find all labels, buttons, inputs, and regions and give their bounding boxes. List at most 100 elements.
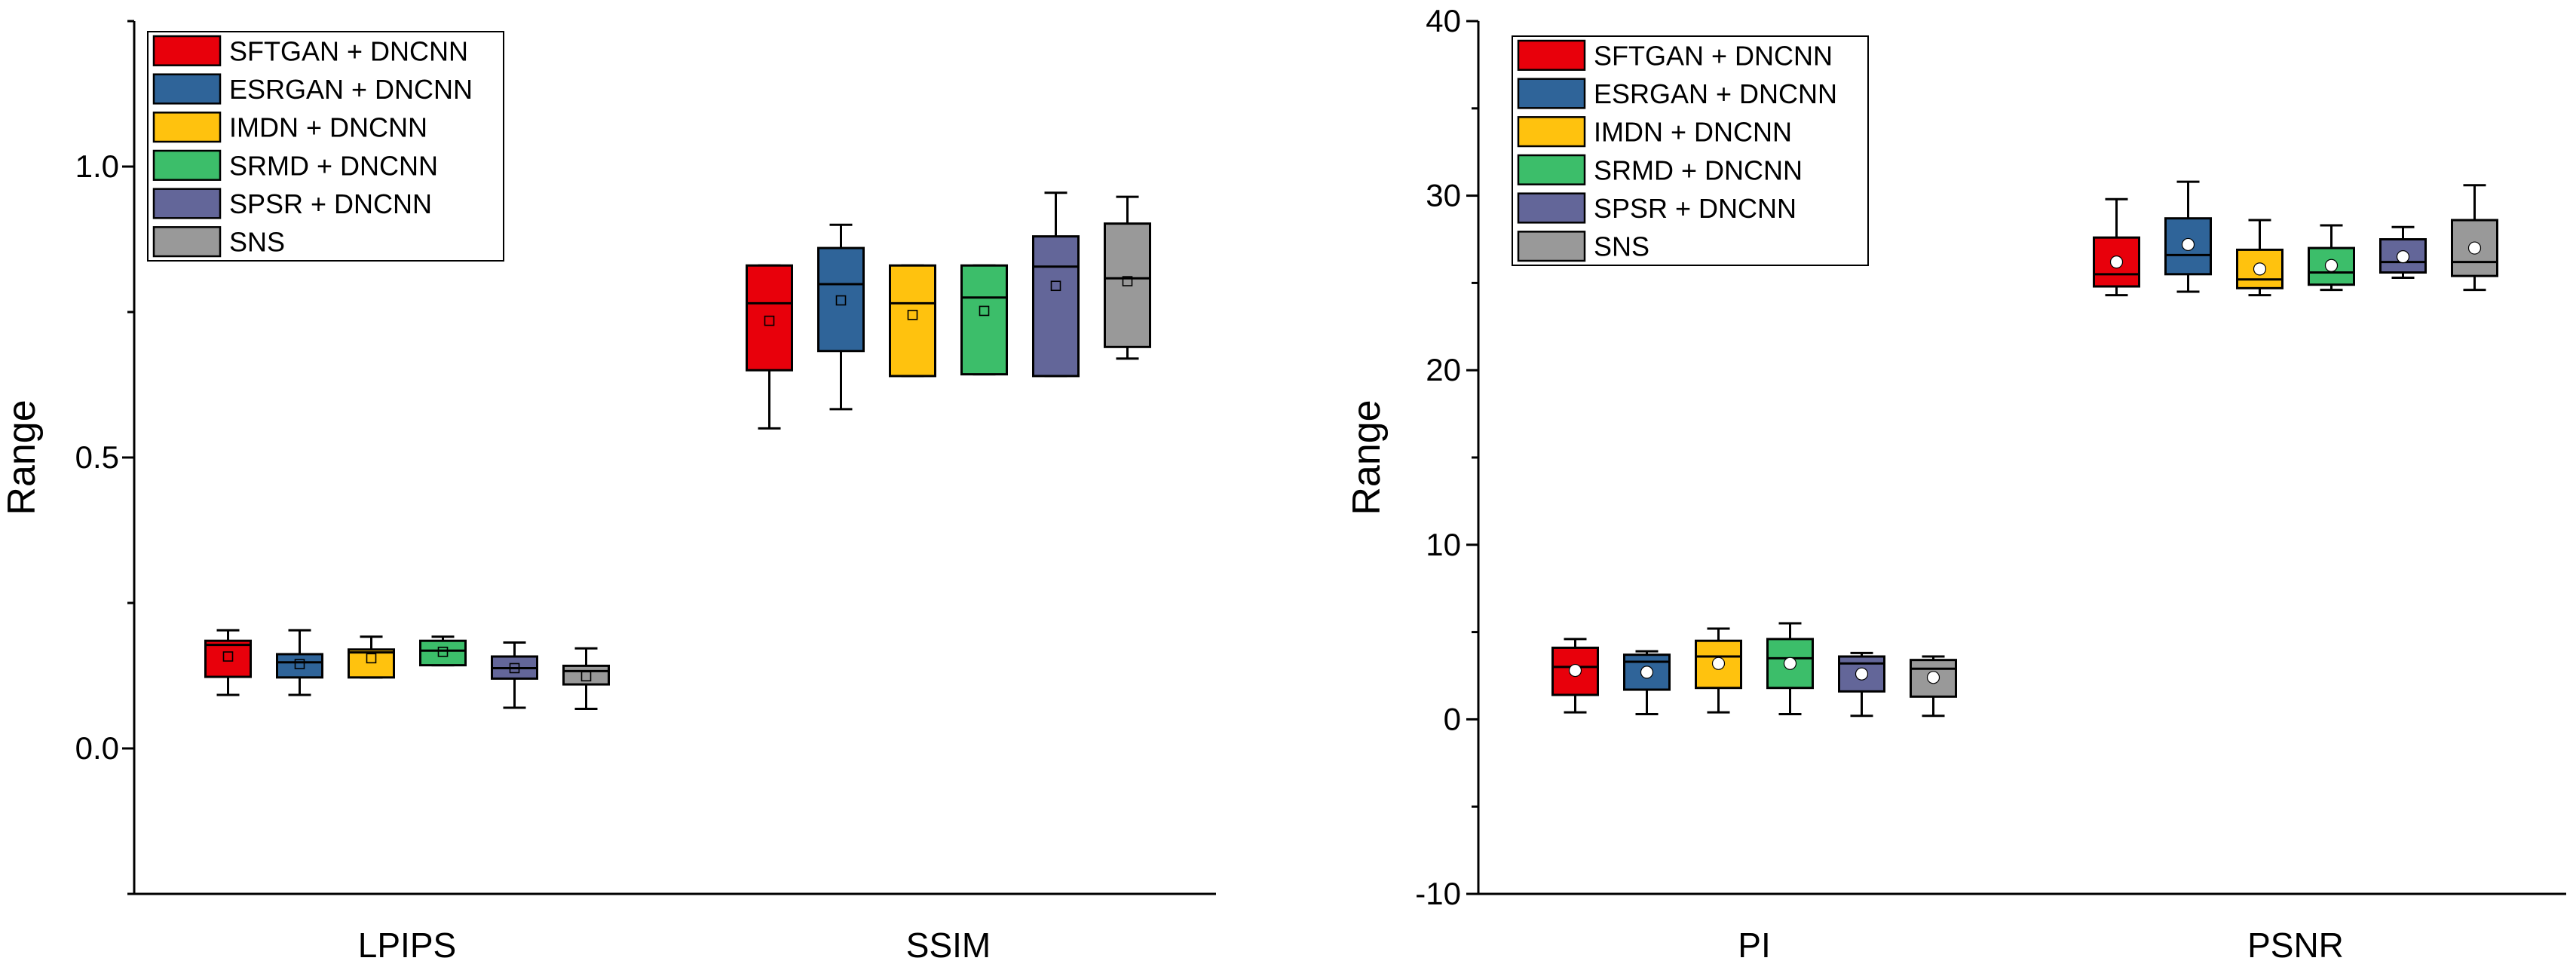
mean-marker	[294, 659, 305, 669]
mean-marker	[580, 671, 592, 682]
box-sftgan-dncnn	[746, 264, 793, 430]
box-iqr	[562, 664, 610, 686]
mean-marker	[2181, 237, 2195, 252]
legend-label: SNS	[229, 227, 285, 258]
mean-marker	[2324, 259, 2339, 272]
legend-label: SRMD + DNCNN	[229, 150, 438, 181]
box-iqr	[1623, 653, 1671, 691]
legend-label: IMDN + DNCNN	[1594, 117, 1792, 148]
legend-swatch	[152, 73, 222, 105]
mean-marker	[2109, 256, 2124, 269]
mean-marker	[764, 315, 775, 326]
box-srmd-dncnn	[1766, 622, 1814, 715]
mean-marker	[1783, 656, 1797, 670]
box-iqr	[204, 639, 252, 678]
legend-swatch	[1517, 231, 1586, 262]
legend-swatch	[1517, 192, 1586, 224]
mean-marker	[835, 295, 847, 306]
legend-label: ESRGAN + DNCNN	[1594, 78, 1837, 109]
y-tick-label: 30	[1426, 178, 1461, 213]
legend: SFTGAN + DNCNN ESRGAN + DNCNN IMDN + DNCNN…	[147, 31, 504, 262]
x-tick-label: LPIPS	[358, 926, 456, 965]
legend-label: SPSR + DNCNN	[229, 188, 432, 219]
legend-label: SFTGAN + DNCNN	[229, 35, 468, 66]
box-srmd-dncnn	[419, 635, 467, 667]
legend-swatch	[152, 149, 222, 181]
y-tick-label: 10	[1426, 527, 1461, 562]
y-axis-label: Range	[1345, 399, 1389, 515]
legend-swatch	[152, 188, 222, 219]
mean-marker	[1122, 276, 1133, 286]
x-tick-label: PI	[1738, 926, 1770, 965]
legend-label: SNS	[1594, 231, 1649, 262]
box-sns	[2451, 184, 2498, 292]
legend-swatch	[1517, 78, 1586, 109]
box-srmd-dncnn	[2308, 224, 2355, 292]
y-tick-label: 0.5	[75, 439, 119, 475]
box-iqr	[746, 264, 793, 372]
mean-marker	[437, 647, 449, 657]
legend-label: SRMD + DNCNN	[1594, 155, 1803, 185]
mean-marker	[1568, 663, 1582, 678]
chart-panel-left: 0.0 0.5 1.0 Range LPIPS SSIM SFTGAN + DNCNN ESR…	[0, 20, 1216, 965]
box-esrgan-dncnn	[2164, 180, 2212, 293]
y-tick-label: 20	[1426, 352, 1461, 387]
box-esrgan-dncnn	[1623, 650, 1671, 715]
box-imdn-dncnn	[2236, 219, 2283, 297]
legend-swatch	[152, 112, 222, 143]
y-tick-label: -10	[1415, 876, 1461, 911]
y-tick-label: 0	[1444, 701, 1461, 736]
box-sns	[1104, 195, 1151, 360]
mean-marker	[2253, 262, 2267, 276]
box-spsr-dncnn	[2379, 225, 2427, 279]
mean-marker	[1926, 671, 1940, 684]
mean-marker	[1711, 656, 1726, 670]
y-tick-label: 40	[1426, 3, 1461, 38]
box-iqr	[960, 264, 1008, 376]
box-esrgan-dncnn	[817, 223, 865, 411]
legend-swatch	[1517, 116, 1586, 148]
box-sns	[1910, 655, 1957, 718]
box-srmd-dncnn	[960, 264, 1008, 376]
box-iqr	[419, 639, 467, 667]
mean-marker	[2396, 250, 2410, 264]
box-sftgan-dncnn	[2093, 197, 2140, 297]
chart-panel-right: -10 0 10 20 30 40 Range PI PSNR SFTGAN + DNCNN ESR…	[1345, 3, 2566, 965]
legend-label: ESRGAN + DNCNN	[229, 74, 473, 105]
box-imdn-dncnn	[348, 635, 395, 679]
mean-marker	[366, 653, 377, 664]
mean-marker	[222, 651, 234, 662]
mean-marker	[1640, 666, 1654, 679]
x-tick-label: PSNR	[2247, 926, 2344, 965]
box-imdn-dncnn	[1695, 627, 1742, 714]
box-spsr-dncnn	[1838, 651, 1885, 718]
box-iqr	[276, 653, 323, 679]
box-sftgan-dncnn	[1551, 638, 1599, 714]
box-sns	[562, 647, 610, 711]
box-spsr-dncnn	[491, 641, 538, 709]
box-sftgan-dncnn	[204, 629, 252, 696]
legend-swatch	[152, 35, 222, 66]
box-iqr	[348, 648, 395, 679]
y-tick-label: 1.0	[75, 148, 119, 184]
box-esrgan-dncnn	[276, 629, 323, 696]
mean-marker	[509, 663, 520, 674]
y-tick-label: 0.0	[75, 730, 119, 766]
mean-marker	[1855, 667, 1869, 681]
mean-marker	[1050, 280, 1061, 292]
x-tick-label: SSIM	[906, 926, 991, 965]
legend: SFTGAN + DNCNN ESRGAN + DNCNN IMDN + DNCNN…	[1512, 35, 1869, 266]
legend-swatch	[1517, 154, 1586, 185]
mean-marker	[2467, 241, 2482, 255]
legend-swatch	[152, 226, 222, 258]
mean-marker	[979, 305, 990, 317]
box-imdn-dncnn	[889, 264, 936, 378]
legend-swatch	[1517, 39, 1586, 71]
box-spsr-dncnn	[1032, 191, 1080, 378]
y-axis-label: Range	[0, 399, 44, 515]
legend-frame	[147, 31, 504, 262]
box-iqr	[889, 264, 936, 378]
mean-marker	[907, 310, 918, 320]
legend-label: SPSR + DNCNN	[1594, 193, 1796, 224]
